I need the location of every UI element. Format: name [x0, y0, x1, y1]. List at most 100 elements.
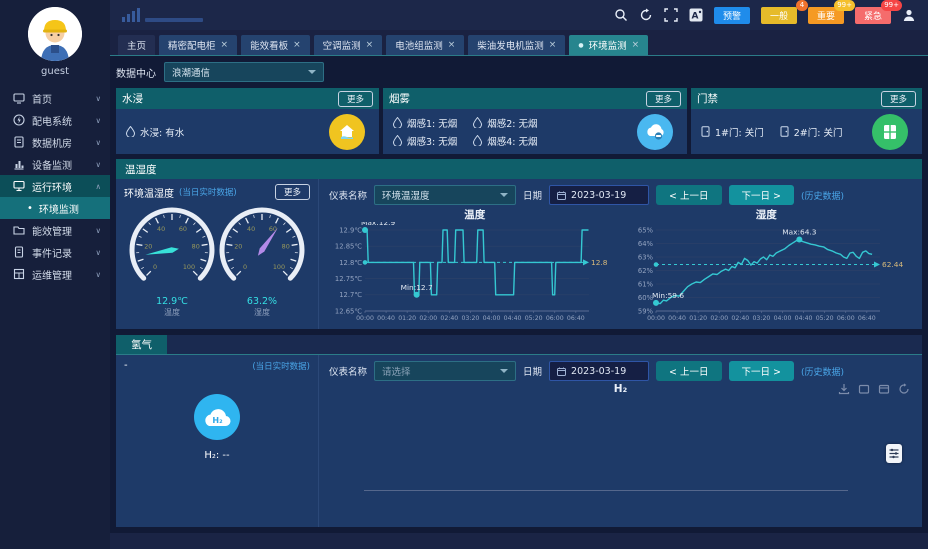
- tab-diesel-monitor[interactable]: 柴油发电机监测 ×: [468, 35, 566, 55]
- tabs-bar: 主页 精密配电柜 × 能效看板 × 空调监测 × 电池组监测 × 柴油发电机监测 × ● 环…: [110, 30, 928, 56]
- close-icon[interactable]: ×: [447, 40, 456, 50]
- prev-day-button[interactable]: < 上一日: [656, 185, 722, 205]
- alert-important-button[interactable]: 重要 99+: [807, 0, 855, 24]
- history-data-link[interactable]: (历史数据): [801, 191, 845, 202]
- sidebar-subitem-env-monitor[interactable]: • 环境监测: [0, 197, 110, 219]
- more-button[interactable]: 更多: [337, 90, 373, 107]
- main-area: A 预警 一般 4 重要 99+ 紧急 99+: [110, 0, 928, 549]
- datacenter-row: 数据中心 浪潮通信: [116, 62, 922, 82]
- next-day-button[interactable]: 下一日 >: [728, 185, 794, 205]
- svg-text:60: 60: [179, 225, 187, 233]
- save-image-icon[interactable]: [838, 383, 850, 395]
- door-icon: [701, 126, 710, 137]
- svg-text:02:00: 02:00: [419, 315, 437, 322]
- restore-icon[interactable]: [858, 383, 870, 395]
- humidity-chart-block: 湿度 65% 64% 63% 62% 61% 60% 59% 00:00 00:40 01:20 0…: [621, 207, 913, 327]
- hydrogen-cloud-icon: H₂: [194, 394, 240, 440]
- svg-text:62.44: 62.44: [882, 260, 903, 269]
- theme-settings-button[interactable]: [886, 444, 902, 463]
- svg-text:80: 80: [192, 242, 200, 250]
- svg-text:00:40: 00:40: [668, 315, 686, 322]
- font-size-icon[interactable]: A: [689, 8, 703, 22]
- sidebar-item-data-room[interactable]: 数据机房 ∨: [0, 131, 110, 153]
- sidebar-item-energy-mgmt[interactable]: 能效管理 ∨: [0, 219, 110, 241]
- card-title: 水浸: [122, 93, 143, 105]
- sidebar-item-event-log[interactable]: 事件记录 ∨: [0, 241, 110, 263]
- topbar: A 预警 一般 4 重要 99+ 紧急 99+: [110, 0, 928, 30]
- realtime-note: (当日实时数据): [179, 188, 237, 198]
- gauge-panel-title: 环境温湿度: [124, 188, 174, 200]
- alert-urgent-button[interactable]: 紧急 99+: [854, 0, 902, 24]
- door-window-icon: [872, 113, 908, 150]
- more-button[interactable]: 更多: [645, 90, 681, 107]
- server-icon: [13, 136, 25, 148]
- refresh-icon[interactable]: [898, 383, 910, 395]
- svg-text:Min:59.6: Min:59.6: [652, 291, 684, 300]
- svg-text:00:40: 00:40: [377, 315, 395, 322]
- close-icon[interactable]: ×: [548, 40, 557, 50]
- tab-battery-monitor[interactable]: 电池组监测 ×: [386, 35, 465, 55]
- tab-home[interactable]: 主页: [118, 35, 156, 55]
- svg-text:60: 60: [269, 225, 277, 233]
- svg-text:04:40: 04:40: [503, 315, 521, 322]
- droplet-icon: [473, 117, 483, 128]
- datacenter-label: 数据中心: [116, 68, 156, 80]
- chart-title: 湿度: [755, 209, 777, 221]
- svg-text:12.9℃: 12.9℃: [339, 226, 362, 234]
- calendar-icon: [557, 191, 567, 200]
- history-data-link[interactable]: (历史数据): [801, 367, 845, 378]
- meter-select[interactable]: 请选择: [374, 361, 517, 381]
- svg-text:02:00: 02:00: [711, 315, 729, 322]
- environment-icon: [13, 180, 25, 192]
- tab-energy-board[interactable]: 能效看板 ×: [241, 35, 310, 55]
- close-icon[interactable]: ×: [293, 40, 301, 50]
- search-icon[interactable]: [614, 8, 628, 22]
- droplet-icon: [393, 117, 402, 128]
- door-card-header: 门禁 更多: [691, 88, 922, 109]
- svg-text:12.75℃: 12.75℃: [335, 275, 362, 283]
- sidebar-item-runtime-env[interactable]: 运行环境 ∧: [0, 175, 110, 197]
- meter-select[interactable]: 环境温湿度: [374, 185, 517, 205]
- svg-text:06:00: 06:00: [837, 315, 855, 322]
- user-icon[interactable]: [902, 8, 916, 22]
- door-card: 门禁 更多 1#门: 关门 2#门: 关门: [691, 88, 922, 154]
- hydrogen-chart-panel: 仪表名称 请选择 日期 2023-03-19 < 上一日 下一: [318, 355, 922, 527]
- svg-text:59%: 59%: [638, 307, 654, 315]
- svg-text:03:20: 03:20: [753, 315, 771, 322]
- svg-text:61%: 61%: [638, 280, 654, 288]
- close-icon[interactable]: ×: [631, 40, 640, 50]
- prev-day-button[interactable]: < 上一日: [656, 361, 722, 381]
- hydrogen-chart: [329, 398, 912, 525]
- page-content: 数据中心 浪潮通信 水浸 更多 水浸: 有水: [110, 56, 928, 549]
- tab-env-monitor[interactable]: ● 环境监测 ×: [569, 35, 649, 55]
- refresh-icon[interactable]: [639, 8, 653, 22]
- smoke-status: 烟感4: 无烟: [473, 134, 538, 148]
- meter-name-label: 仪表名称: [329, 191, 368, 202]
- date-input[interactable]: 2023-03-19: [549, 185, 650, 205]
- sidebar-item-home[interactable]: 首页 ∨: [0, 87, 110, 109]
- more-button[interactable]: 更多: [880, 90, 916, 107]
- date-label: 日期: [523, 191, 543, 202]
- alert-warning-button[interactable]: 预警: [713, 6, 750, 24]
- tab-ac-monitor[interactable]: 空调监测 ×: [313, 35, 383, 55]
- more-button[interactable]: 更多: [274, 184, 310, 200]
- sidebar-item-power-system[interactable]: 配电系统 ∨: [0, 109, 110, 131]
- alert-general-button[interactable]: 一般 4: [760, 0, 808, 24]
- close-icon[interactable]: ×: [365, 40, 374, 50]
- date-input[interactable]: 2023-03-19: [549, 361, 650, 381]
- svg-text:H₂: H₂: [212, 416, 223, 425]
- smoke-card-header: 烟雾 更多: [383, 88, 687, 109]
- sidebar-item-device-monitor[interactable]: 设备监测 ∨: [0, 153, 110, 175]
- datacenter-select[interactable]: 浪潮通信: [164, 62, 324, 82]
- tab-precision-pdu[interactable]: 精密配电柜 ×: [159, 35, 238, 55]
- svg-text:0: 0: [153, 263, 157, 271]
- temperature-gauge: 0 20 40 60 80 100 12.9℃温度: [129, 207, 215, 317]
- fullscreen-icon[interactable]: [664, 8, 678, 22]
- close-icon[interactable]: ×: [220, 40, 229, 50]
- hydrogen-panel-title: -: [124, 360, 128, 371]
- hydrogen-tab[interactable]: 氢气: [116, 335, 167, 354]
- sidebar-item-ops-mgmt[interactable]: 运维管理 ∨: [0, 263, 110, 285]
- next-day-button[interactable]: 下一日 >: [728, 361, 794, 381]
- home-icon: [13, 92, 25, 104]
- data-view-icon[interactable]: [878, 383, 890, 395]
